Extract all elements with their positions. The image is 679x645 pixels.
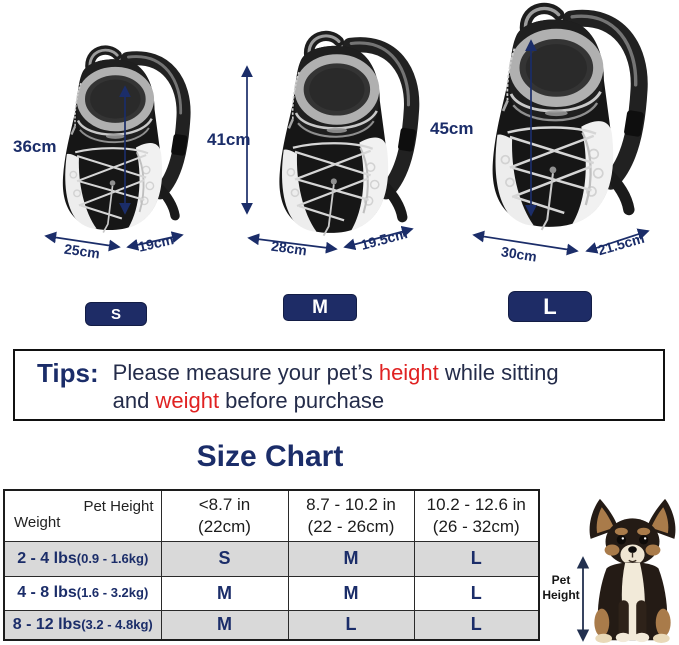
tips-title: Tips:: [37, 358, 99, 388]
table-row: 2 - 4 lbs(0.9 - 1.6kg) S M L: [3, 540, 540, 577]
column-header-1: <8.7 in (22cm): [160, 489, 289, 542]
size-m-height-label: 41cm: [207, 130, 251, 149]
size-value: M: [287, 540, 415, 577]
size-badge-l: L: [508, 291, 592, 322]
tips-line-2: and weight before purchase: [112, 388, 385, 413]
table-header-row: Pet Height Weight <8.7 in (22cm) 8.7 - 1…: [3, 489, 540, 542]
size-value: L: [413, 609, 540, 641]
weight-label: 2 - 4 lbs(0.9 - 1.6kg): [3, 540, 162, 577]
size-value: L: [413, 540, 540, 577]
dimension-arrows: [44, 39, 650, 256]
column-header-3: 10.2 - 12.6 in (26 - 32cm): [413, 489, 540, 542]
dog-illustration: [586, 496, 679, 645]
size-l-height-label: 45cm: [430, 119, 474, 138]
tips-box: Tips: Please measure your pet’s height w…: [13, 349, 665, 421]
size-value: M: [287, 575, 415, 611]
size-chart-table: Pet Height Weight <8.7 in (22cm) 8.7 - 1…: [3, 489, 540, 641]
size-badge-s: S: [85, 302, 147, 326]
highlight-weight: weight: [155, 388, 220, 413]
size-value: S: [160, 540, 289, 577]
tips-line-1: Please measure your pet’s height while s…: [112, 360, 559, 385]
weight-label: 4 - 8 lbs(1.6 - 3.2kg): [3, 575, 162, 611]
table-row: 8 - 12 lbs(3.2 - 4.8kg) M L L: [3, 609, 540, 641]
table-corner-cell: Pet Height Weight: [3, 489, 162, 542]
size-value: L: [413, 575, 540, 611]
tips-text: Please measure your pet’s height while s…: [113, 359, 559, 415]
size-value: M: [160, 609, 289, 641]
corner-label-pet-height: Pet Height: [83, 498, 154, 515]
pet-height-arrow: [576, 556, 590, 642]
weight-label: 8 - 12 lbs(3.2 - 4.8kg): [3, 609, 162, 641]
size-value: L: [287, 609, 415, 641]
column-header-2: 8.7 - 10.2 in (22 - 26cm): [287, 489, 415, 542]
pet-height-label: Pet Height: [542, 573, 580, 602]
table-row: 4 - 8 lbs(1.6 - 3.2kg) M M L: [3, 575, 540, 611]
size-value: M: [160, 575, 289, 611]
corner-label-weight: Weight: [14, 513, 61, 531]
highlight-height: height: [378, 360, 439, 385]
size-badge-m: M: [283, 294, 357, 321]
size-s-height-label: 36cm: [13, 137, 57, 156]
size-chart-title: Size Chart: [196, 440, 344, 473]
